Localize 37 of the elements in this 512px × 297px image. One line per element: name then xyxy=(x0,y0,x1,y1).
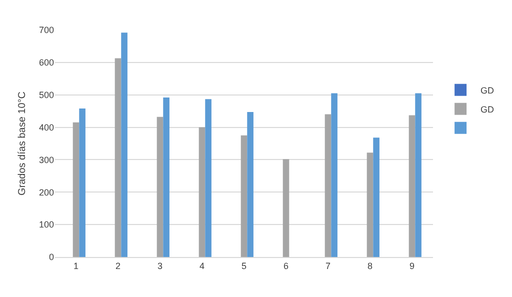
bar xyxy=(324,114,332,257)
y-tick-label: 500 xyxy=(38,90,54,100)
y-tick-label: 600 xyxy=(38,58,54,68)
y-tick-label: 700 xyxy=(38,25,54,36)
x-tick-label: 8 xyxy=(367,260,373,271)
bar xyxy=(331,93,338,257)
bar xyxy=(121,32,128,257)
legend-label: GD xyxy=(480,104,495,114)
bar xyxy=(114,58,122,257)
bar xyxy=(373,138,380,257)
bar xyxy=(282,159,290,257)
y-tick-label: 100 xyxy=(38,220,54,230)
bar xyxy=(240,135,248,257)
bar xyxy=(72,122,80,257)
y-tick-label: 0 xyxy=(48,252,54,262)
bar xyxy=(205,99,212,257)
y-tick-label: 400 xyxy=(38,122,54,132)
bar xyxy=(366,152,374,257)
x-tick-label: 7 xyxy=(325,260,331,271)
x-tick-label: 9 xyxy=(409,260,415,271)
x-tick-label: 3 xyxy=(157,260,163,271)
bar xyxy=(408,115,416,257)
y-tick-label: 300 xyxy=(38,154,54,165)
bar xyxy=(198,127,206,257)
bar xyxy=(247,112,254,257)
x-tick-label: 4 xyxy=(199,260,205,271)
x-tick-label: 6 xyxy=(283,260,289,271)
legend-label: GD xyxy=(480,85,495,96)
bar xyxy=(156,116,164,257)
bar xyxy=(163,97,170,257)
x-tick-label: 5 xyxy=(241,260,247,271)
bar xyxy=(79,108,86,257)
x-tick-label: 2 xyxy=(115,260,121,271)
x-tick-label: 1 xyxy=(73,260,79,271)
y-axis-title: Grados días base 10°C xyxy=(17,91,28,196)
bar xyxy=(415,93,422,257)
y-tick-label: 200 xyxy=(38,187,54,198)
